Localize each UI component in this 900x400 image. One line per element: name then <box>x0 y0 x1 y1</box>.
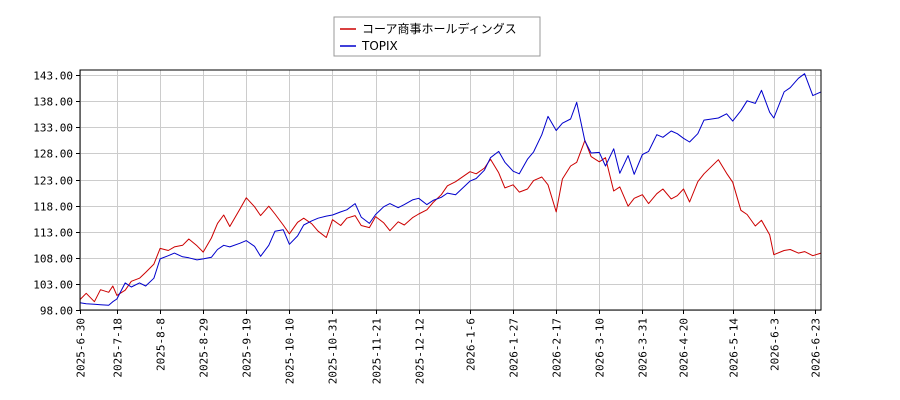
y-tick-label: 108.00 <box>33 253 73 266</box>
x-tick-label: 2025-11-21 <box>371 318 384 384</box>
y-tick-label: 118.00 <box>33 201 73 214</box>
x-tick-label: 2026-3-31 <box>637 318 650 378</box>
x-tick-label: 2025-8-29 <box>198 318 211 378</box>
x-tick-label: 2026-1-6 <box>465 318 478 371</box>
y-tick-label: 133.00 <box>33 122 73 135</box>
x-tick-label: 2026-6-3 <box>769 318 782 371</box>
y-tick-label: 103.00 <box>33 279 73 292</box>
x-tick-label: 2025-10-10 <box>284 318 297 384</box>
x-tick-label: 2026-6-23 <box>810 318 823 378</box>
series-line-1 <box>79 73 822 306</box>
plot-frame <box>79 69 822 311</box>
legend-box <box>333 16 541 57</box>
x-tick-label: 2025-9-19 <box>241 318 254 378</box>
x-tick-label: 2025-8-8 <box>155 318 168 371</box>
x-tick-label: 2025-10-31 <box>327 318 340 384</box>
y-axis-ticks: 98.00 103.00 108.00 113.00 118.00 123.00 128.0… <box>33 70 80 318</box>
x-tick-label: 2025-7-18 <box>112 318 125 378</box>
series-line-0 <box>79 139 822 303</box>
y-tick-label: 113.00 <box>33 227 73 240</box>
y-tick-label: 123.00 <box>33 175 73 188</box>
x-tick-label: 2026-5-14 <box>728 318 741 378</box>
legend: コーア商事ホールディングス TOPIX <box>333 16 541 57</box>
x-tick-label: 2026-2-17 <box>551 318 564 378</box>
y-tick-label: 138.00 <box>33 96 73 109</box>
x-tick-label: 2025-6-30 <box>75 318 88 378</box>
y-tick-label: 143.00 <box>33 70 73 83</box>
y-tick-label: 128.00 <box>33 148 73 161</box>
series-lines <box>79 73 822 306</box>
legend-label-series-0: コーア商事ホールディングス <box>362 21 517 36</box>
x-axis-ticks: 2025-6-30 2025-7-18 2025-8-8 2025-8-29 2025-… <box>75 310 823 384</box>
x-tick-label: 2026-3-10 <box>594 318 607 378</box>
y-tick-label: 98.00 <box>40 305 73 318</box>
x-tick-label: 2026-4-20 <box>678 318 691 378</box>
x-tick-label: 2025-12-12 <box>414 318 427 384</box>
x-tick-label: 2026-1-27 <box>508 318 521 378</box>
legend-label-series-1: TOPIX <box>361 39 398 53</box>
grid <box>80 70 821 311</box>
